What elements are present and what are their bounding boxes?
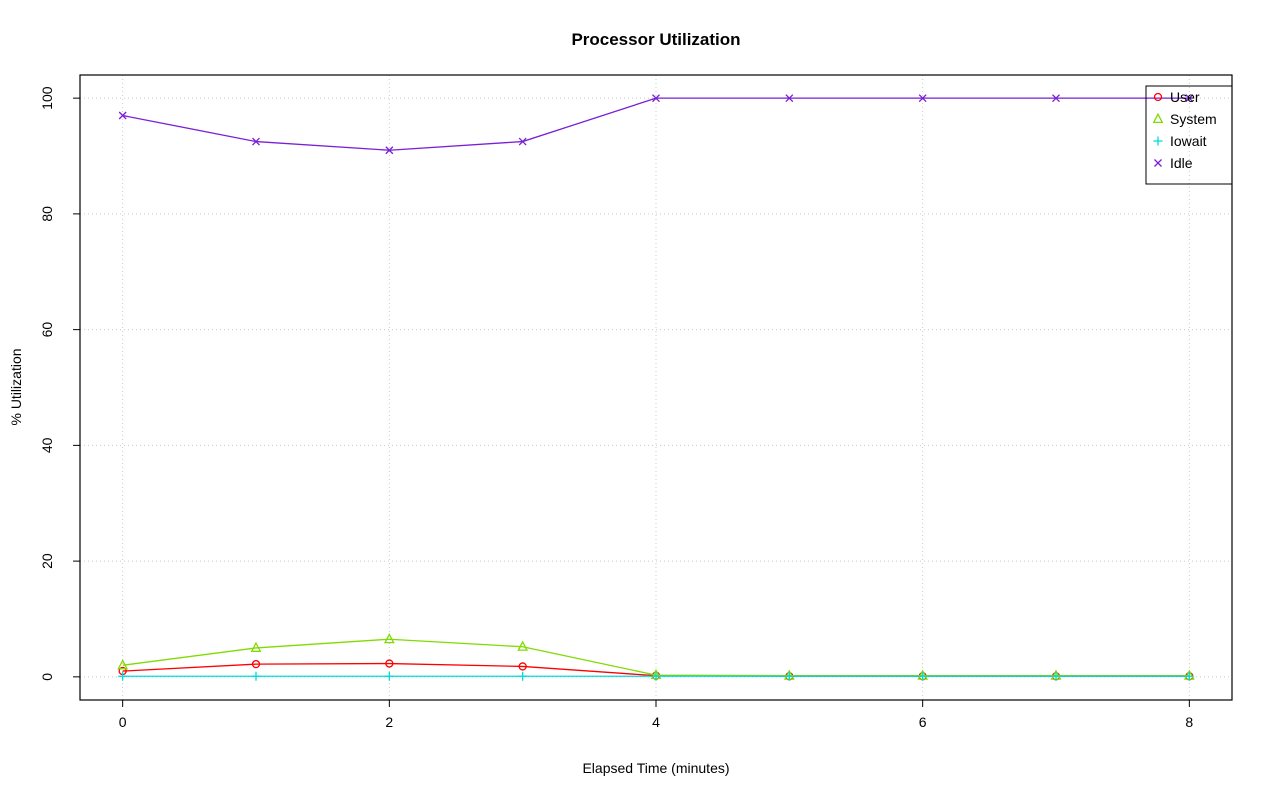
- triangle-marker-icon: [1152, 112, 1164, 124]
- plus-marker-icon: [918, 671, 928, 681]
- y-tick-label: 80: [39, 206, 55, 222]
- x-marker-icon: [1052, 94, 1060, 103]
- x-marker-icon: [252, 137, 260, 146]
- legend-label-user: User: [1170, 89, 1200, 105]
- series-idle: [118, 94, 1194, 155]
- plus-marker-icon: [1153, 136, 1163, 146]
- y-tick-label: 0: [39, 673, 55, 681]
- plus-marker-icon: [784, 671, 794, 681]
- x-marker-icon: [385, 146, 394, 155]
- x-tick-label: 8: [1185, 714, 1193, 730]
- legend-label-iowait: Iowait: [1170, 133, 1207, 149]
- y-tick-label: 60: [39, 322, 55, 338]
- plus-marker-icon: [251, 671, 261, 681]
- triangle-marker-icon: [250, 641, 262, 652]
- legend: User System Iowait Idle: [1145, 85, 1233, 185]
- x-tick-label: 4: [652, 714, 660, 730]
- chart-title: Processor Utilization: [571, 30, 741, 49]
- x-marker-icon: [1185, 94, 1194, 103]
- plus-marker-icon: [384, 671, 394, 681]
- triangle-marker-icon: [517, 640, 529, 651]
- x-tick-label: 2: [385, 714, 393, 730]
- x-tick-label: 0: [119, 714, 127, 730]
- x-marker-icon: [785, 94, 794, 103]
- gridlines: [80, 75, 1232, 700]
- x-marker-icon: [1154, 159, 1162, 167]
- series-iowait: [118, 671, 1194, 681]
- x-marker-icon: [918, 94, 927, 103]
- circle-marker-icon: [385, 659, 394, 668]
- x-marker-icon: [652, 94, 660, 103]
- triangle-marker-icon: [117, 659, 129, 670]
- y-tick-label: 100: [39, 86, 55, 110]
- x-marker-icon: [118, 111, 127, 120]
- triangle-marker-icon: [383, 633, 395, 644]
- legend-label-idle: Idle: [1170, 155, 1193, 171]
- plus-marker-icon: [518, 671, 528, 681]
- plus-marker-icon: [1184, 671, 1194, 681]
- x-axis-label: Elapsed Time (minutes): [582, 760, 730, 776]
- circle-marker-icon: [1153, 92, 1163, 102]
- circle-marker-icon: [251, 659, 261, 669]
- legend-box: [1145, 85, 1233, 185]
- plot-border: [79, 74, 1233, 701]
- x-marker-icon: [518, 137, 527, 146]
- series-line: [122, 97, 1190, 151]
- circle-marker-icon: [518, 662, 527, 671]
- x-tick-label: 6: [919, 714, 927, 730]
- y-tick-label: 20: [39, 553, 55, 569]
- legend-label-system: System: [1170, 111, 1217, 127]
- y-tick-label: 40: [39, 437, 55, 453]
- plus-marker-icon: [118, 671, 128, 681]
- plus-marker-icon: [1051, 671, 1061, 681]
- plus-marker-icon: [651, 671, 661, 681]
